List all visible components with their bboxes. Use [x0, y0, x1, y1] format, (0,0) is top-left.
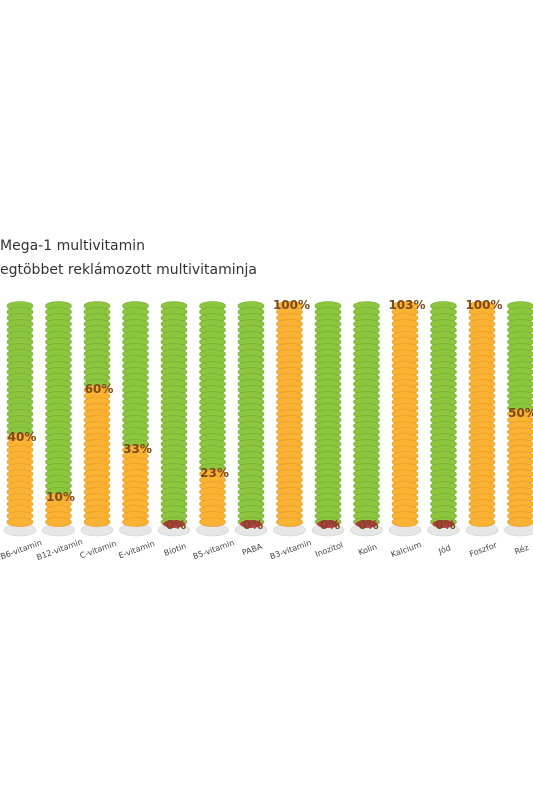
product-disc	[83, 517, 111, 527]
zero-disc	[432, 520, 455, 528]
data-label: 50%	[508, 406, 533, 420]
data-label: 40%	[8, 430, 37, 444]
category-label: Kalcium	[390, 540, 423, 559]
category-label: Biotin	[163, 541, 188, 557]
zero-disc	[240, 520, 262, 528]
data-label: 100%	[465, 298, 502, 312]
bar: 10%	[42, 301, 75, 537]
bar: 100%	[273, 298, 310, 537]
category-label: Inozitol	[314, 540, 344, 558]
data-label: 10%	[46, 490, 75, 504]
category-label: Réz	[513, 542, 530, 556]
bar: 100%	[465, 298, 503, 537]
bar: 0%	[157, 301, 191, 537]
category-label: B5-vitamin	[192, 538, 236, 561]
product-disc	[199, 517, 226, 527]
bar: 23%	[196, 301, 229, 537]
product-disc	[276, 517, 303, 527]
legend: Mega-1 multivitamin egtöbbet reklámozott…	[0, 234, 257, 282]
legend-line-1: Mega-1 multivitamin	[0, 238, 145, 254]
bar: 33%	[119, 301, 152, 537]
zero-disc	[317, 520, 339, 528]
product-disc	[45, 517, 72, 527]
data-label: 0%	[435, 518, 455, 532]
category-label: Jód	[436, 542, 452, 556]
zero-disc	[355, 520, 378, 528]
data-label: 0%	[358, 518, 378, 532]
data-label: 0%	[166, 518, 186, 532]
bar: 0%	[311, 301, 345, 537]
bar: 60%	[80, 301, 114, 537]
zero-disc	[163, 520, 185, 528]
category-label: C-vitamin	[79, 539, 118, 561]
bar: 0%	[234, 301, 268, 537]
legend-line-2: egtöbbet reklámozott multivitaminja	[0, 262, 257, 278]
category-label: Kolin	[357, 542, 378, 557]
product-disc	[391, 517, 419, 527]
data-label: 23%	[200, 466, 229, 480]
product-disc	[6, 517, 34, 527]
category-label: B3-vitamin	[269, 538, 313, 561]
product-disc	[468, 517, 496, 527]
bar: 40%	[3, 301, 37, 537]
category-label: PABA	[241, 542, 264, 558]
data-label: 60%	[85, 382, 114, 396]
category-label: E-vitamin	[117, 539, 156, 560]
bar: 0%	[350, 301, 383, 537]
data-label: 100%	[273, 298, 310, 312]
data-label: 0%	[243, 518, 263, 532]
bar: 0%	[427, 301, 460, 537]
category-label: B12-vitamin	[35, 537, 84, 562]
category-label: Foszfor	[468, 540, 499, 558]
bar: 103%	[388, 298, 426, 537]
data-label: 33%	[123, 442, 152, 456]
product-disc	[507, 517, 533, 527]
data-label: 0%	[320, 518, 340, 532]
data-label: 103%	[388, 298, 425, 312]
bar: 50%	[504, 301, 533, 537]
product-disc	[122, 517, 149, 527]
